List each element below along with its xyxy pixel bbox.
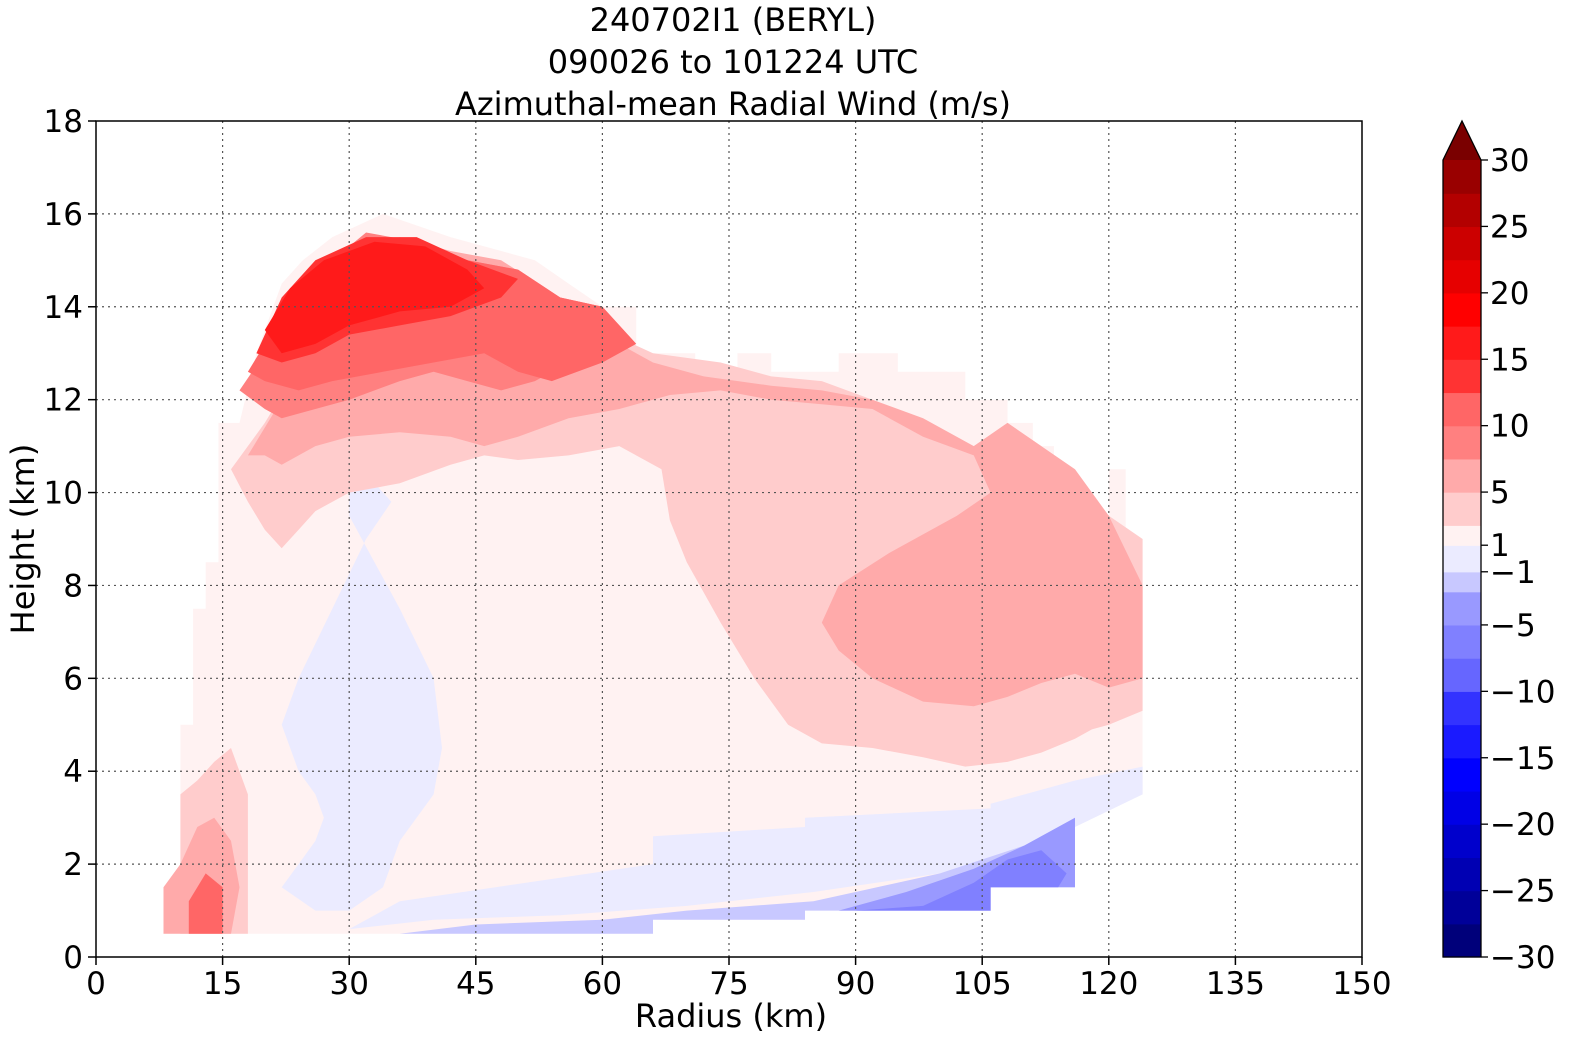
colorbar-segment-15 xyxy=(1443,458,1481,493)
contour-region-14 xyxy=(188,873,223,934)
grid-lines xyxy=(96,121,1362,957)
y-tick-label-7: 14 xyxy=(44,290,83,326)
colorbar-segment-19 xyxy=(1443,326,1481,360)
colorbar-segment-23 xyxy=(1443,193,1481,228)
colorbar-outline xyxy=(1442,119,1482,958)
y-tick-label-3: 6 xyxy=(63,661,83,697)
colorbar-tick-label-1: 25 xyxy=(1490,209,1529,245)
plot-area xyxy=(163,213,1143,934)
y-tick-label-9: 18 xyxy=(44,104,83,140)
colorbar-segment-6 xyxy=(1443,724,1481,759)
colorbar-tick-label-10: −15 xyxy=(1490,741,1555,777)
colorbar-segment-16 xyxy=(1443,425,1481,460)
x-tick-label-9: 135 xyxy=(1206,966,1265,1002)
contour-region-1 xyxy=(281,483,442,911)
y-tick-label-4: 8 xyxy=(63,568,83,604)
colorbar-segment-20 xyxy=(1443,292,1481,327)
colorbar-tick-label-5: 5 xyxy=(1490,475,1510,511)
colorbar-tick-label-4: 10 xyxy=(1490,409,1529,445)
x-axis-label: Radius (km) xyxy=(635,997,827,1035)
colorbar xyxy=(1442,119,1482,958)
colorbar-segment-9 xyxy=(1443,624,1481,659)
colorbar-extend-arrow xyxy=(1443,121,1481,160)
colorbar-segment-3 xyxy=(1443,824,1481,858)
y-tick-label-2: 4 xyxy=(63,754,83,790)
x-axis-ticks: 0 15 30 45 60 75 90 105 120 135 150 xyxy=(86,957,1392,1002)
colorbar-ticks: 30 25 20 15 10 5 1−1 −5 −10 −15 −20 −25 −30 xyxy=(1481,143,1555,976)
colorbar-tick-label-6: 1 xyxy=(1490,528,1510,564)
contour-region-5 xyxy=(855,850,1067,911)
colorbar-segment-8 xyxy=(1443,658,1481,692)
x-tick-label-5: 75 xyxy=(709,966,748,1002)
x-tick-label-10: 150 xyxy=(1332,966,1391,1002)
colorbar-tick-label-3: 15 xyxy=(1490,342,1529,378)
colorbar-segment-7 xyxy=(1443,691,1481,726)
y-axis-ticks: 0 2 4 6 8 10 12 14 16 18 xyxy=(44,104,96,976)
y-tick-label-8: 16 xyxy=(44,197,83,233)
colorbar-tick-label-11: −20 xyxy=(1490,807,1555,843)
colorbar-segment-1 xyxy=(1443,890,1481,925)
colorbar-segment-5 xyxy=(1443,757,1481,792)
colorbar-segment-18 xyxy=(1443,359,1481,394)
colorbar-tick-label-7: −1 xyxy=(1490,555,1536,591)
y-axis-label: Height (km) xyxy=(4,444,42,635)
x-tick-label-4: 60 xyxy=(583,966,622,1002)
y-tick-label-6: 12 xyxy=(44,383,83,419)
chart-title-line-3: Azimuthal-mean Radial Wind (m/s) xyxy=(455,85,1011,123)
colorbar-segment-13 xyxy=(1443,525,1481,546)
colorbar-segment-24 xyxy=(1443,160,1481,194)
chart-title-line-1: 240702I1 (BERYL) xyxy=(590,1,877,39)
colorbar-segment-22 xyxy=(1443,226,1481,261)
contour-region-11 xyxy=(264,241,485,354)
colorbar-segment-14 xyxy=(1443,492,1481,526)
x-tick-label-6: 90 xyxy=(836,966,875,1002)
x-tick-label-0: 0 xyxy=(86,966,106,1002)
x-tick-label-1: 15 xyxy=(203,966,242,1002)
y-tick-label-1: 2 xyxy=(63,847,83,883)
colorbar-segment-17 xyxy=(1443,392,1481,427)
x-tick-label-2: 30 xyxy=(329,966,368,1002)
colorbar-segment-4 xyxy=(1443,790,1481,825)
colorbar-tick-label-2: 20 xyxy=(1490,276,1529,312)
colorbar-tick-label-9: −10 xyxy=(1490,674,1555,710)
colorbar-tick-label-0: 30 xyxy=(1490,143,1529,179)
colorbar-segment-0 xyxy=(1443,923,1481,958)
chart-title-line-2: 090026 to 101224 UTC xyxy=(548,43,918,81)
colorbar-tick-label-13: −30 xyxy=(1490,940,1555,976)
contour-region-2 xyxy=(349,766,1143,930)
colorbar-tick-label-12: −25 xyxy=(1490,874,1555,910)
colorbar-segment-12 xyxy=(1443,545,1481,573)
y-tick-label-0: 0 xyxy=(63,940,83,976)
colorbar-segment-10 xyxy=(1443,591,1481,626)
colorbar-segment-21 xyxy=(1443,259,1481,294)
colorbar-segment-11 xyxy=(1443,571,1481,593)
colorbar-tick-label-8: −5 xyxy=(1490,608,1536,644)
x-tick-label-8: 120 xyxy=(1079,966,1138,1002)
x-tick-label-3: 45 xyxy=(456,966,495,1002)
x-tick-label-7: 105 xyxy=(953,966,1012,1002)
y-tick-label-5: 10 xyxy=(44,476,83,512)
colorbar-segment-2 xyxy=(1443,857,1481,892)
